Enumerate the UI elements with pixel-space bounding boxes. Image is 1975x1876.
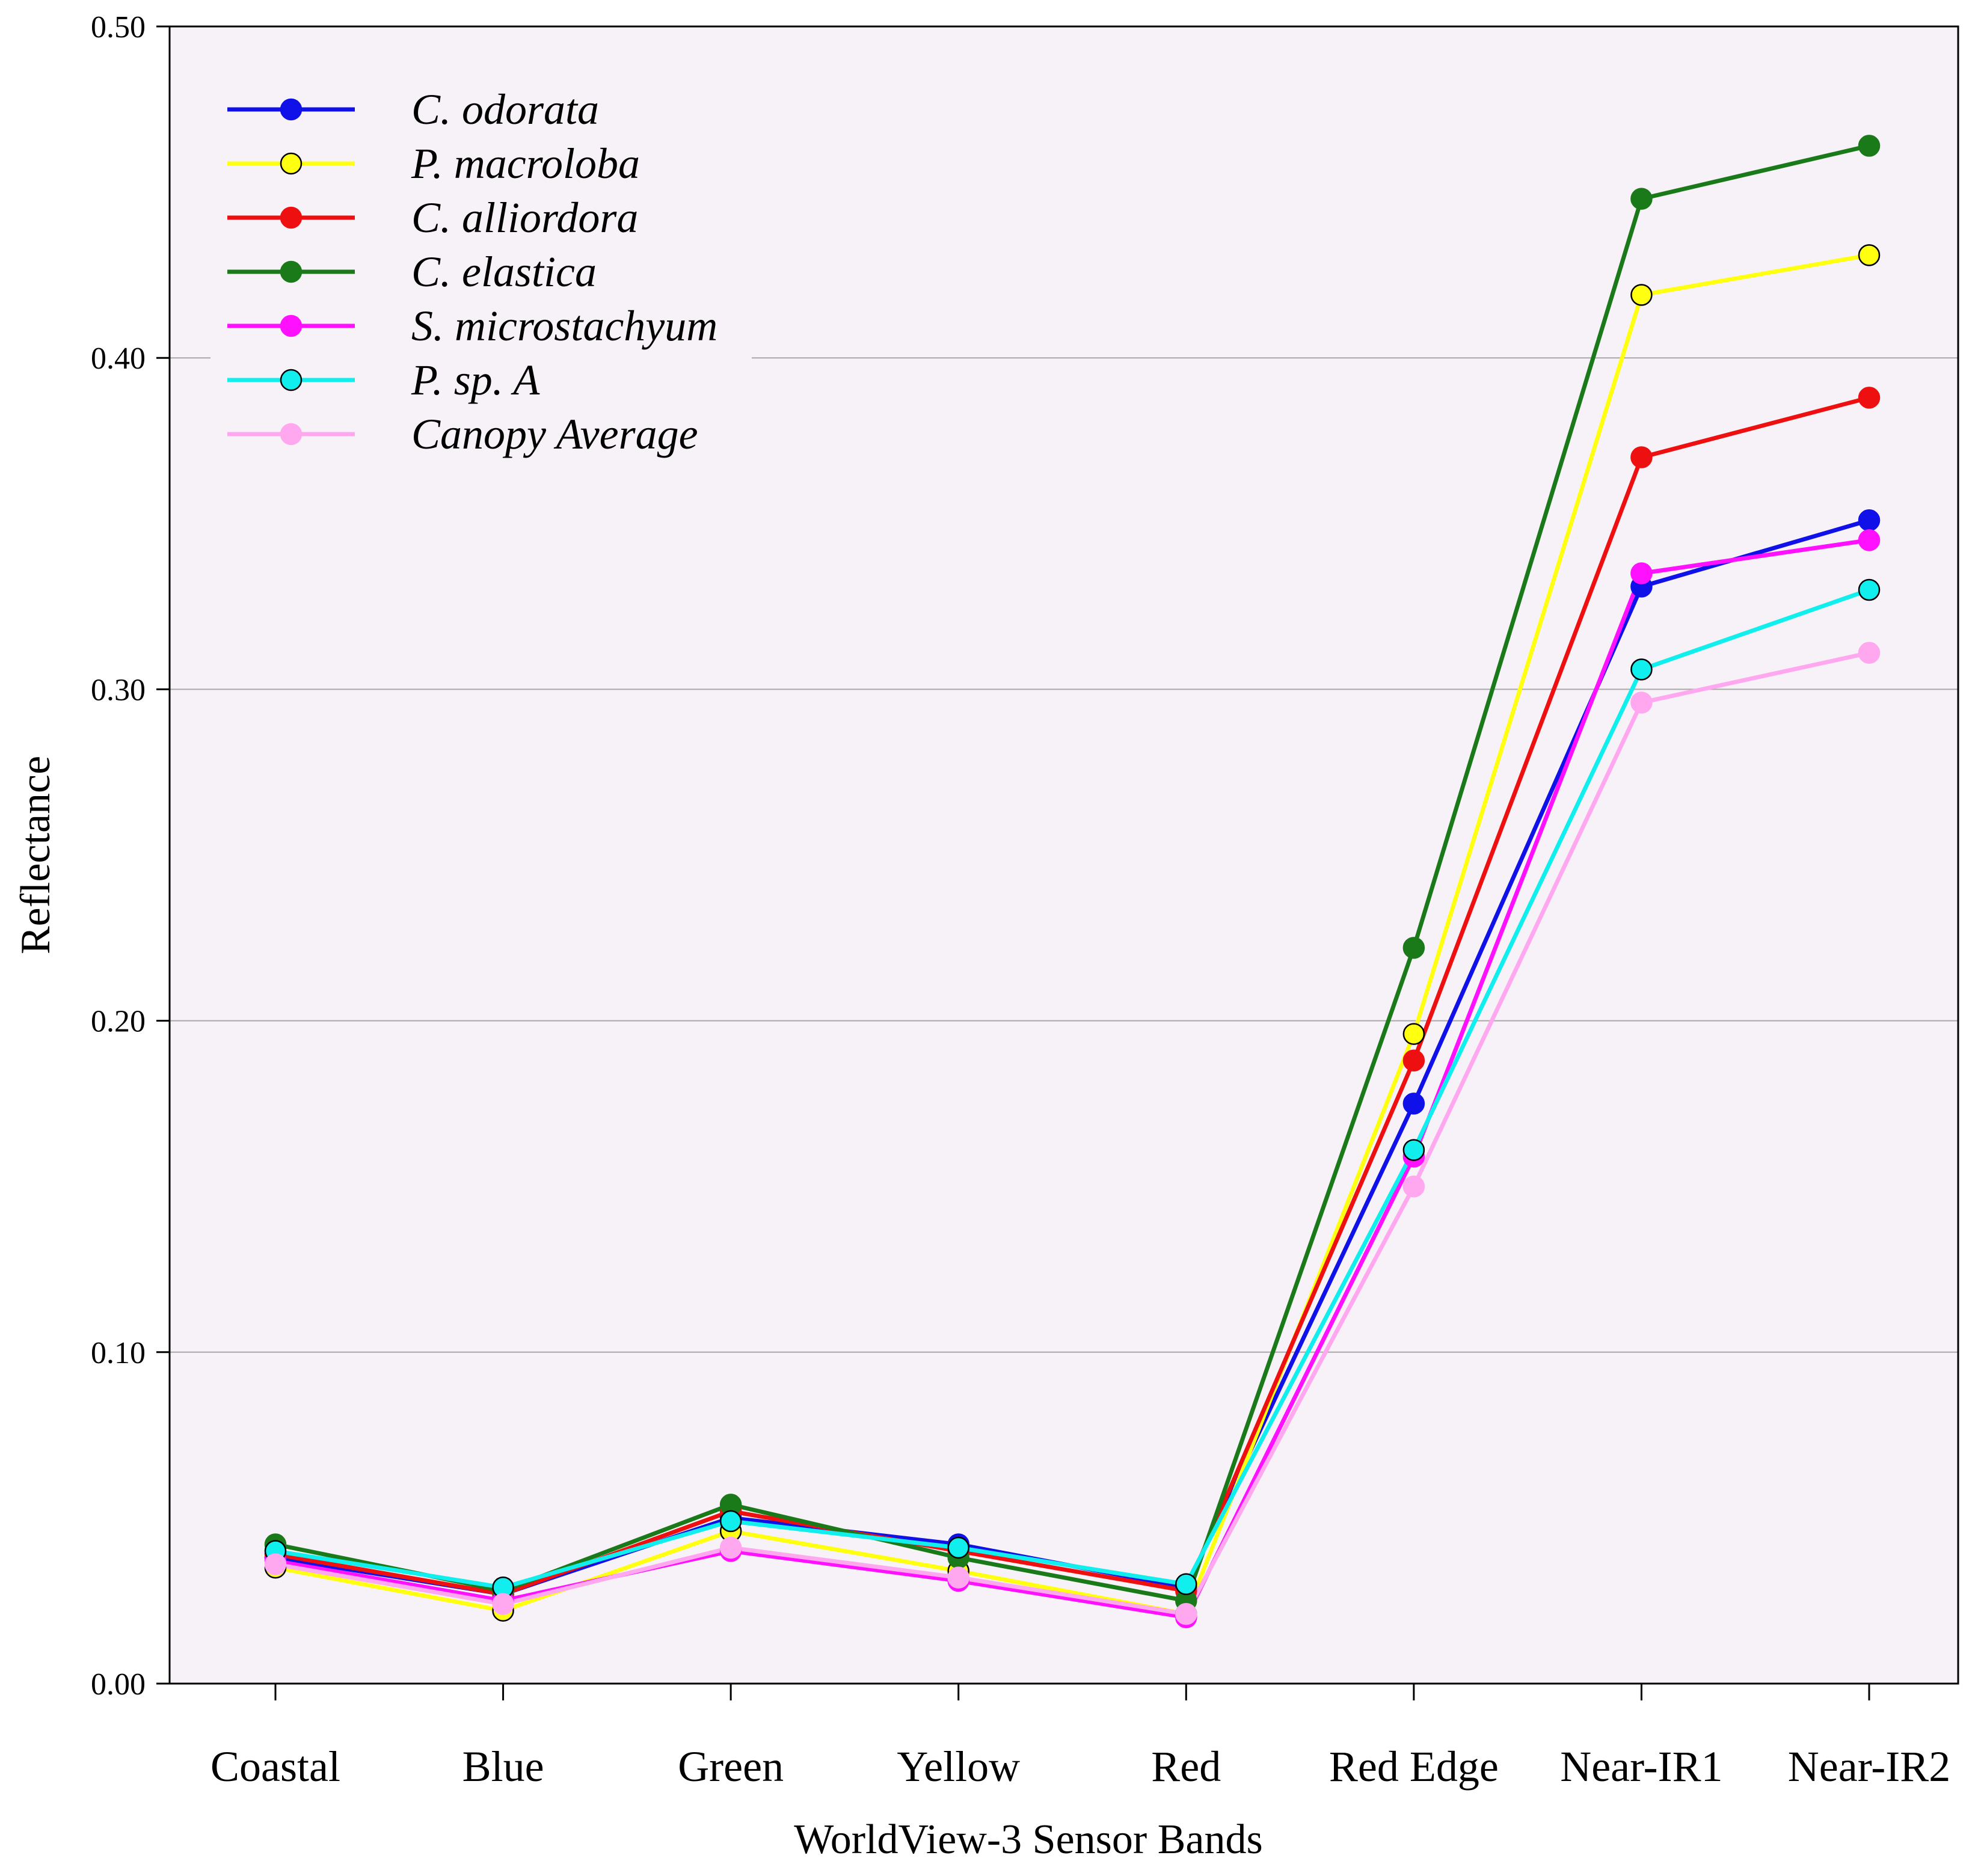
data-point-canopy-average [1858,642,1881,664]
data-point-c-alliordora [1630,446,1653,468]
data-point-canopy-average [1402,1175,1425,1198]
data-point-p-sp-a [1630,658,1653,681]
y-tick-label: 0.10 [91,1336,146,1370]
legend-marker-c-odorata [280,98,303,121]
series-line-canopy-average [275,651,1870,1616]
legend-marker-p-macroloba [280,152,303,175]
legend-label-p-sp-a: P. sp. A [411,356,540,404]
data-point-p-macroloba [1402,1023,1425,1045]
x-tick-label: Green [678,1743,784,1791]
data-point-p-macroloba [1858,244,1881,266]
legend-label-p-macroloba: P. macroloba [411,139,640,188]
series-line-p-sp-a [275,587,1870,1590]
legend-label-c-elastica: C. elastica [411,248,597,296]
legend-label-s-microstachyum: S. microstachyum [411,302,717,350]
data-point-c-odorata [1402,1093,1425,1115]
x-tick-label: Coastal [210,1743,340,1791]
data-point-c-alliordora [1858,387,1881,409]
legend-label-canopy-average: Canopy Average [411,410,698,458]
legend-marker-c-elastica [280,260,303,283]
x-tick-label: Near-IR2 [1788,1743,1950,1791]
y-axis-title: Reflectance [13,756,59,954]
data-point-c-odorata [1858,509,1881,532]
data-point-p-macroloba [1630,284,1653,306]
legend-marker-canopy-average [280,423,303,446]
data-point-s-microstachyum [1858,529,1881,551]
data-point-canopy-average [1630,691,1653,714]
legend-label-c-alliordora: C. alliordora [411,194,638,242]
data-point-p-sp-a [719,1510,742,1533]
plot-frame [168,25,1959,1685]
y-tick-label: 0.50 [91,10,146,44]
data-point-canopy-average [719,1536,742,1559]
legend-marker-c-alliordora [280,206,303,229]
axes: 0.00 0.10 0.20 0.30 0.40 0.50 Coastal Blue Green… [91,10,1950,1791]
x-tick-label: Yellow [897,1743,1020,1791]
x-tick-label: Near-IR1 [1560,1743,1722,1791]
data-point-c-elastica [1630,188,1653,210]
data-point-c-alliordora [1402,1049,1425,1071]
data-point-canopy-average [947,1566,969,1589]
data-point-p-sp-a [947,1536,969,1559]
legend-label-c-odorata: C. odorata [411,85,599,133]
x-tick-label: Blue [462,1743,544,1791]
x-tick-label: Red [1151,1743,1221,1791]
data-point-p-sp-a [1175,1573,1197,1595]
series-line-s-microstachyum [275,538,1870,1620]
legend: C. odorata P. macroloba C. alliordora C. el… [210,78,752,463]
y-tick-label: 0.20 [91,1005,146,1039]
data-point-c-elastica [1402,937,1425,959]
data-point-c-elastica [1858,135,1881,157]
x-axis-title: WorldView-3 Sensor Bands [794,1816,1263,1863]
series-line-c-alliordora [275,395,1870,1596]
data-point-p-sp-a [1858,578,1881,601]
series-line-p-macroloba [275,253,1870,1616]
x-tick-label: Red Edge [1329,1743,1499,1791]
data-point-p-sp-a [1402,1139,1425,1161]
data-point-canopy-average [1175,1602,1197,1625]
data-point-s-microstachyum [1630,562,1653,584]
y-tick-label: 0.00 [91,1667,146,1702]
legend-marker-s-microstachyum [280,314,303,337]
y-tick-label: 0.40 [91,342,146,376]
data-point-canopy-average [264,1553,287,1575]
y-tick-label: 0.30 [91,673,146,707]
series-layer [264,135,1881,1629]
legend-marker-p-sp-a [280,369,303,391]
data-point-canopy-average [492,1593,514,1615]
